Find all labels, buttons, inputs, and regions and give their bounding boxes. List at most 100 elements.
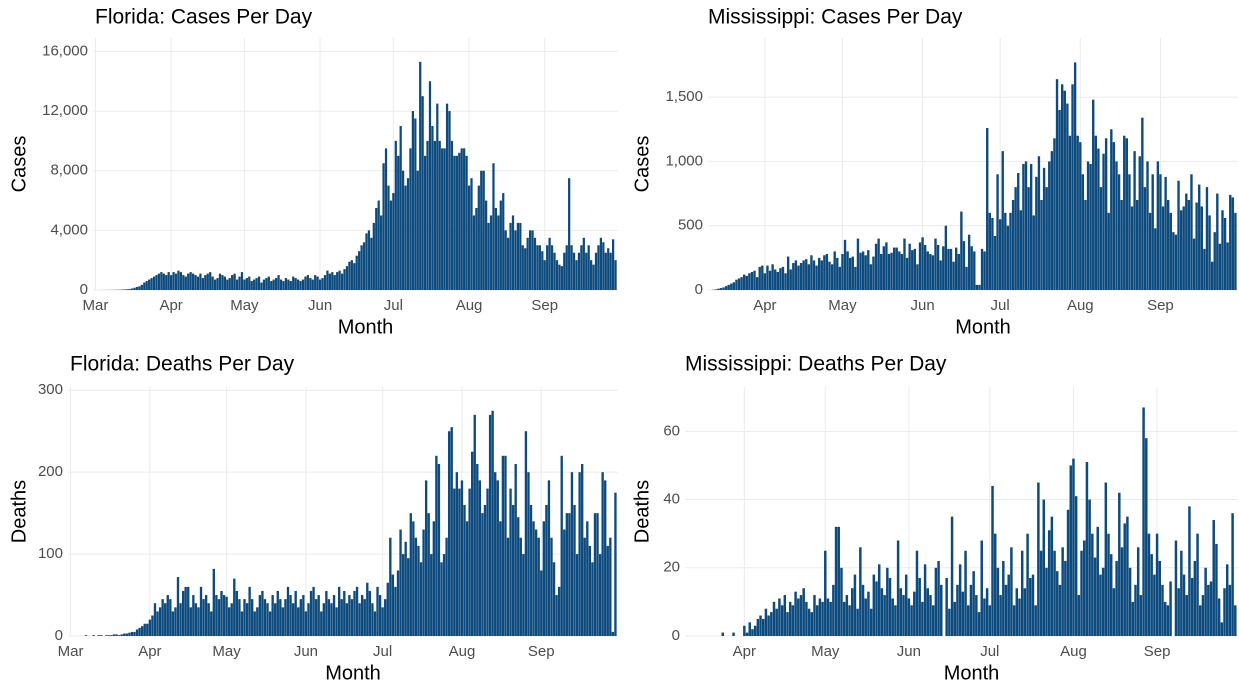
bar [721,632,725,636]
bar [170,275,173,290]
bar [414,537,418,636]
bar [957,254,960,290]
bar [789,269,792,290]
bar [748,622,751,636]
bar [1185,595,1188,636]
bar [991,218,994,290]
bar [253,611,256,636]
bar [263,599,267,636]
bar [805,601,808,636]
bar [323,275,327,290]
bar [226,279,229,290]
bar [304,276,307,290]
bar [1031,574,1035,636]
bar [882,246,885,290]
bar [268,611,272,636]
bar [218,273,222,290]
bar [550,245,554,290]
bar [859,252,862,290]
bar [422,529,425,636]
bar [266,603,269,636]
bar [499,521,502,636]
bar [262,279,266,290]
bar [1196,533,1199,636]
bar [238,276,241,290]
bar [1172,232,1175,290]
bar [1174,540,1178,636]
bar [240,272,244,290]
bar [350,599,354,636]
bar [1064,560,1067,636]
bar [590,260,593,290]
bar [794,591,797,636]
bar [394,586,397,636]
bar [1053,550,1056,636]
bar [126,289,129,290]
panel: 0 100 200 300 Mar Apr May Jun Jul Aug Sep Florida: … [8,353,618,684]
bar [986,128,989,290]
bar [1011,200,1015,290]
bar [956,584,959,636]
bar [465,521,469,636]
y-tick-label: 1,500 [665,88,703,105]
bar [406,178,410,290]
bar [421,96,424,291]
bar [1187,200,1191,290]
bar [1190,578,1194,636]
bar [983,598,986,636]
bar [306,275,310,290]
bar [438,140,441,290]
bar [597,245,600,290]
bar [1099,574,1102,636]
bar [233,578,236,636]
bar [1073,62,1077,290]
bar [1158,560,1162,636]
bar [568,178,571,290]
bar [977,612,981,636]
bar [1109,554,1113,636]
bar [1146,161,1149,290]
bar [220,590,223,636]
bar [176,577,180,636]
bar [786,612,789,636]
bar [533,237,537,290]
bar [1195,202,1198,290]
bar [973,251,976,290]
bar [284,278,288,290]
bar [588,545,592,636]
bar [536,245,539,290]
y-tick-label: 0 [80,281,88,298]
bar [714,289,717,290]
bar [189,272,192,290]
bar [1045,187,1048,290]
bar [1161,206,1165,290]
bar [1229,194,1232,290]
bar [781,266,785,290]
bar [969,584,973,636]
bar [717,288,720,290]
bar [517,517,520,636]
bar [516,222,520,290]
bar [397,155,400,290]
bar [891,598,894,636]
bar [245,603,249,636]
bar [748,273,751,290]
x-tick-label: Aug [1067,297,1094,314]
bar [538,245,541,290]
bar [365,233,368,290]
bar [606,545,609,636]
bar [823,255,826,290]
bar [1034,605,1037,636]
bar [880,588,884,636]
x-tick-label: May [811,643,840,660]
x-tick-label: Mar [83,297,109,314]
bar [213,279,217,290]
bar [578,472,581,636]
bar [401,170,405,290]
bar [1015,588,1019,636]
bar [1133,151,1136,290]
bar [737,278,741,290]
bar [1216,193,1219,290]
bar [904,574,908,636]
bar [1069,465,1072,636]
